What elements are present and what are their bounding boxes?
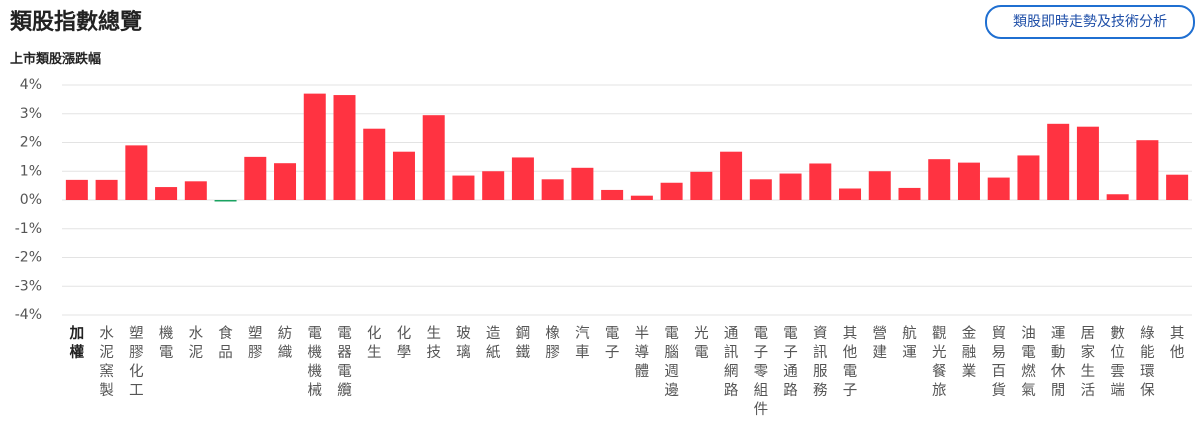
bar	[898, 187, 921, 200]
x-tick-label: 觀光餐旅	[931, 326, 947, 399]
x-tick-label: 玻璃	[456, 326, 471, 361]
x-tick-label: 數位雲端	[1110, 326, 1125, 399]
x-tick-label: 水泥	[188, 326, 204, 361]
bar	[1076, 126, 1099, 200]
analysis-button[interactable]: 類股即時走勢及技術分析	[985, 5, 1195, 39]
x-tick-label: 居家生活	[1080, 326, 1096, 399]
bar	[95, 179, 118, 200]
page-title: 類股指數總覽	[10, 10, 143, 35]
bar	[392, 151, 415, 200]
x-tick-label: 紡織	[277, 326, 293, 361]
bar	[541, 179, 564, 200]
bar	[809, 163, 832, 200]
x-tick-label: 航運	[902, 326, 917, 361]
bar	[928, 159, 951, 200]
bar	[660, 182, 683, 200]
bar	[155, 187, 178, 200]
x-tick-label: 化學	[396, 326, 412, 361]
bar	[482, 171, 505, 200]
bar	[214, 200, 237, 202]
bar	[1136, 140, 1159, 200]
bar	[274, 163, 297, 200]
x-tick-label: 電腦週邊	[664, 326, 679, 399]
x-tick-label: 食品	[218, 326, 233, 361]
x-tick-label: 塑膠	[248, 326, 263, 361]
bar	[1047, 123, 1070, 200]
x-tick-label: 其他電子	[842, 326, 858, 399]
bar	[65, 179, 88, 200]
x-tick-label: 綠能環保	[1140, 326, 1155, 399]
bar	[422, 115, 445, 200]
bar	[511, 157, 534, 200]
bar	[1106, 194, 1129, 200]
bar	[303, 93, 326, 200]
x-tick-label: 機電	[158, 326, 174, 361]
bar	[333, 95, 356, 200]
x-tick-label: 貿易百貨	[991, 326, 1006, 399]
bar	[452, 175, 475, 200]
y-tick-label: 2%	[20, 135, 42, 151]
x-tick-label: 電器電纜	[337, 326, 352, 399]
y-tick-label: -4%	[15, 307, 42, 323]
bar	[244, 156, 267, 200]
bar	[630, 195, 653, 200]
y-tick-label: -1%	[15, 221, 42, 237]
x-tick-label: 造紙	[485, 326, 501, 361]
x-tick-label: 水泥窯製	[99, 326, 114, 399]
y-tick-label: 4%	[20, 77, 42, 93]
x-tick-label: 電子零組件	[753, 326, 769, 418]
bar	[125, 145, 148, 200]
x-tick-label: 電機機械	[307, 326, 323, 399]
y-tick-label: -3%	[15, 278, 42, 294]
x-tick-label: 光電	[694, 326, 709, 361]
bar	[571, 167, 594, 200]
y-tick-label: 1%	[20, 163, 42, 179]
x-tick-label: 化生	[366, 326, 382, 361]
x-tick-label: 營建	[872, 326, 888, 361]
bar	[957, 162, 980, 200]
x-tick-label: 半導體	[634, 326, 650, 380]
bar	[720, 151, 743, 200]
x-tick-label: 汽車	[575, 326, 590, 361]
bar	[1017, 155, 1040, 200]
x-tick-label: 運動休閒	[1050, 326, 1066, 399]
x-tick-label: 資訊服務	[813, 326, 828, 399]
bar	[601, 189, 624, 200]
x-tick-label: 電子	[604, 326, 620, 361]
y-tick-label: 3%	[20, 106, 42, 122]
x-tick-label: 金融業	[961, 326, 977, 380]
y-tick-label: 0%	[20, 192, 42, 208]
x-tick-label: 通訊網路	[723, 326, 739, 399]
x-tick-label: 加權	[69, 326, 85, 361]
bar	[779, 173, 802, 200]
bar	[363, 128, 386, 200]
bar	[749, 179, 772, 200]
bar	[184, 181, 207, 200]
x-tick-label: 塑膠化工	[129, 326, 144, 399]
x-tick-label: 其他	[1169, 326, 1185, 361]
bar	[690, 171, 713, 200]
x-tick-label: 橡膠	[545, 326, 560, 361]
y-tick-label: -2%	[15, 250, 42, 266]
bar	[1166, 174, 1189, 200]
x-tick-label: 鋼鐵	[515, 326, 531, 361]
chart-title: 上市類股漲跌幅	[10, 52, 102, 67]
x-tick-label: 生技	[426, 326, 441, 361]
x-tick-label: 油電燃氣	[1021, 326, 1036, 399]
bar	[987, 177, 1010, 200]
bar	[839, 188, 862, 200]
x-tick-label: 電子通路	[783, 326, 798, 399]
bar	[868, 171, 891, 200]
